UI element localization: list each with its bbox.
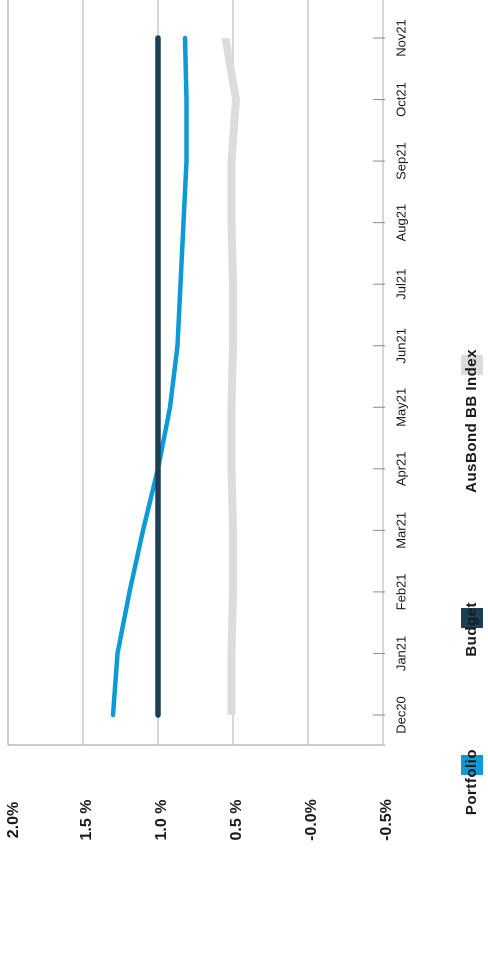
x-tick-label-1: Jan21 [393, 636, 408, 671]
x-tick-label-9: Sep21 [393, 142, 408, 180]
y-tick-label-5: -0.5% [378, 799, 395, 841]
x-tick-label-11: Nov21 [393, 19, 408, 57]
y-tick-label-3: 0.5 % [228, 800, 245, 841]
x-tick-label-10: Oct21 [393, 82, 408, 117]
x-tick-label-8: Aug21 [393, 204, 408, 242]
x-axis-ticks: Dec20 Jan21 Feb21 Mar21 Apr21 May21 Jun21 Jul21… [373, 19, 408, 734]
x-tick-label-0: Dec20 [393, 696, 408, 734]
x-tick-label-6: Jun21 [393, 328, 408, 363]
x-tick-label-2: Feb21 [393, 573, 408, 610]
x-tick-label-3: Mar21 [393, 512, 408, 549]
y-tick-label-4: -0.0% [303, 799, 320, 841]
legend-swatch-0 [461, 755, 483, 775]
series-layer [110, 35, 240, 718]
y-tick-label-2: 1.0 % [153, 800, 170, 841]
x-tick-label-4: Apr21 [393, 451, 408, 486]
legend-swatch-1 [461, 608, 483, 628]
legend-label-0: Portfolio [463, 749, 480, 815]
x-tick-label-7: Jul21 [393, 269, 408, 300]
y-axis-ticks: 2.0% 1.5 % 1.0 % 0.5 % -0.0% -0.5% [5, 799, 395, 841]
legend-label-1: Budget [463, 602, 480, 657]
y-tick-label-0: 2.0% [5, 802, 22, 838]
series-2-area [221, 38, 240, 715]
series-0-line [110, 35, 189, 718]
legend: Portfolio Budget AusBond BB Index [461, 349, 483, 815]
plot-frame [7, 0, 385, 746]
legend-label-2: AusBond BB Index [463, 349, 480, 493]
legend-swatch-2 [461, 355, 483, 375]
x-tick-label-5: May21 [393, 388, 408, 427]
y-tick-label-1: 1.5 % [78, 800, 95, 841]
